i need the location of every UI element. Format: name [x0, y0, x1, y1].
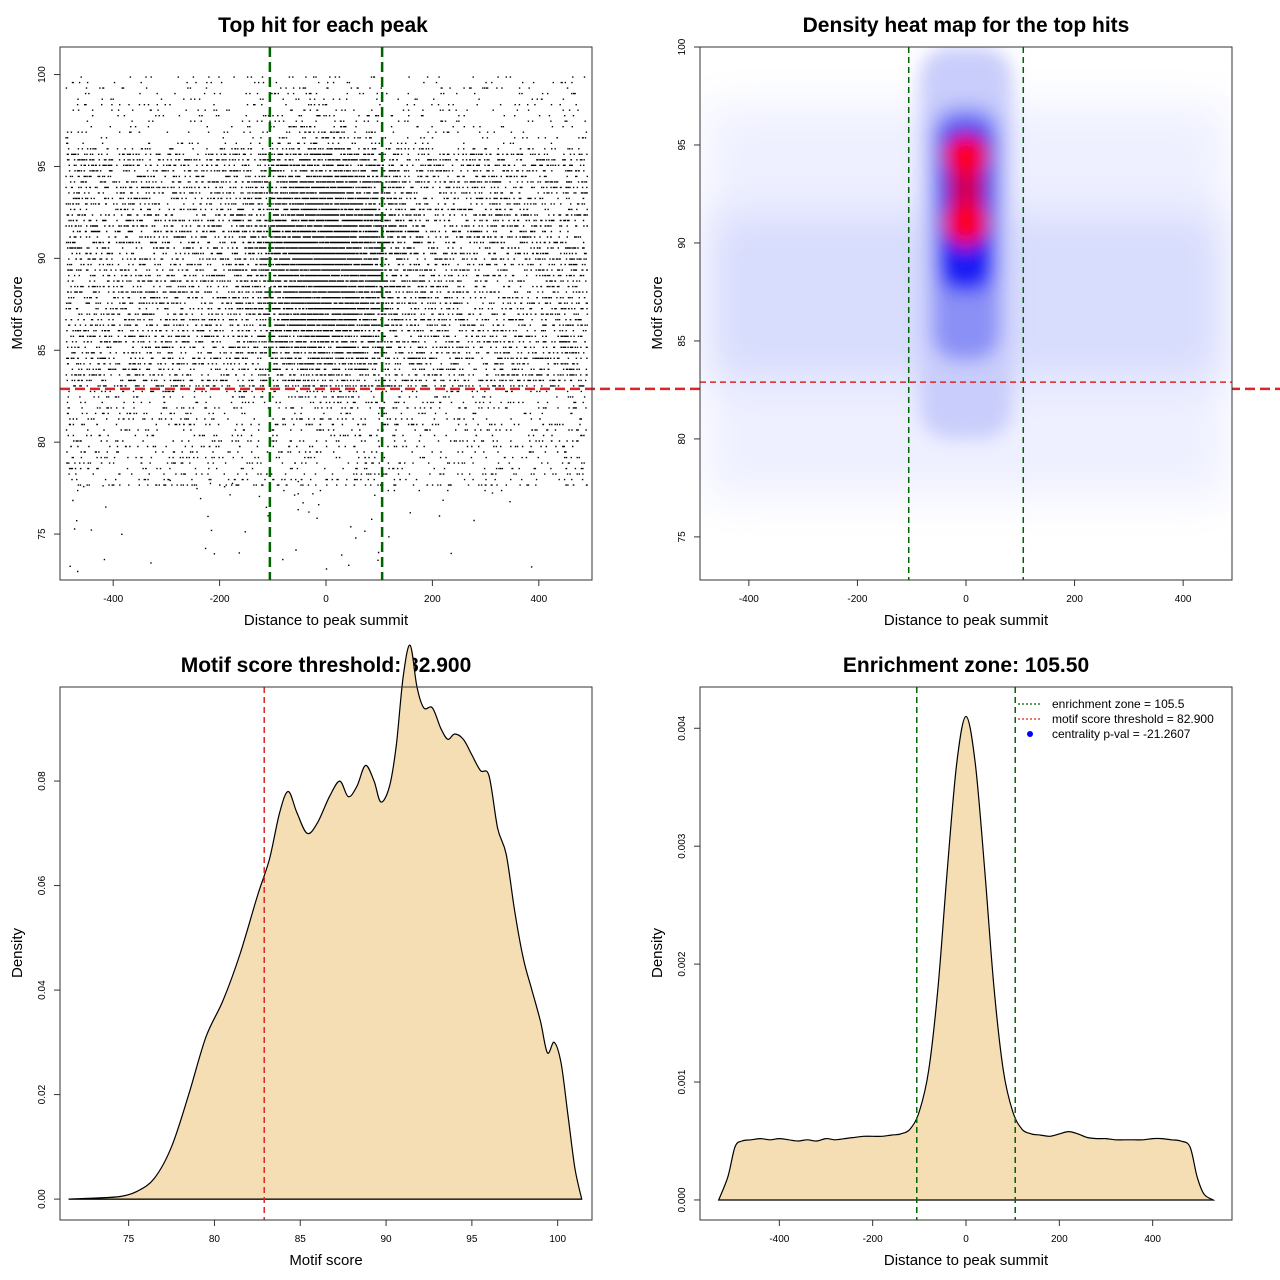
p2-xtick-label: -200	[847, 594, 867, 605]
p3-xtick-label: 90	[381, 1234, 393, 1245]
p3-ytick-label: 0.04	[37, 980, 48, 1000]
panel3-title: Motif score threshold: 82.900	[181, 654, 472, 677]
panel2-x-axis: -400 -200 0 200 400	[739, 580, 1192, 605]
panel4-y-axis: 0.000 0.001 0.002 0.003 0.004	[677, 715, 700, 1212]
p4-ytick-label: 0.002	[677, 951, 688, 976]
panel1-points	[65, 76, 589, 573]
panel2-y-axis: 75 80 85 90 95 100	[677, 38, 700, 542]
p2-ytick-label: 75	[677, 531, 688, 543]
panel4-title: Enrichment zone: 105.50	[843, 654, 1089, 677]
panel1-point-cloud	[65, 76, 589, 573]
p1-xtick-label: -200	[210, 594, 230, 605]
p4-xtick-label: 200	[1051, 1234, 1068, 1245]
p2-ytick-label: 95	[677, 139, 688, 151]
p1-ytick-label: 85	[37, 344, 48, 356]
panel1-y-axis: 75 80 85 90 95 100	[37, 66, 60, 540]
panel3-density-area	[68, 644, 583, 1200]
p2-ytick-label: 85	[677, 335, 688, 347]
legend-centrality-label: centrality p-val = -21.2607	[1052, 727, 1191, 741]
p2-xtick-label: 200	[1066, 594, 1083, 605]
p4-ytick-label: 0.003	[677, 833, 688, 858]
p1-xtick-label: 200	[424, 594, 441, 605]
p2-ytick-label: 80	[677, 433, 688, 445]
panel2-heat-layers	[700, 47, 1232, 580]
p2-xtick-label: -400	[739, 594, 759, 605]
panel-distance-density: Enrichment zone: 105.50 -400 -200 0 200 400 …	[649, 654, 1233, 1269]
legend-centrality-dot	[1027, 731, 1033, 737]
panel2-y-label: Motif score	[649, 276, 666, 349]
p1-ytick-label: 95	[37, 160, 48, 172]
p3-xtick-label: 75	[123, 1234, 135, 1245]
panel1-y-label: Motif score	[9, 276, 26, 349]
p2-xtick-label: 400	[1175, 594, 1192, 605]
p4-ytick-label: 0.004	[677, 715, 688, 740]
p1-xtick-label: 0	[323, 594, 329, 605]
panel1-title: Top hit for each peak	[218, 14, 428, 37]
panel2-title: Density heat map for the top hits	[803, 14, 1130, 37]
legend-enrichment-label: enrichment zone = 105.5	[1052, 697, 1185, 711]
p2-ytick-label: 90	[677, 237, 688, 249]
panel3-x-label: Motif score	[289, 1252, 362, 1269]
panel3-y-axis: 0.00 0.02 0.04 0.06 0.08	[37, 771, 60, 1209]
p2-ytick-label: 100	[677, 38, 688, 55]
p4-xtick-label: -200	[863, 1234, 883, 1245]
p3-ytick-label: 0.00	[37, 1189, 48, 1209]
p1-xtick-label: -400	[103, 594, 123, 605]
panel3-y-label: Density	[9, 927, 26, 978]
p1-xtick-label: 400	[530, 594, 547, 605]
panel1-x-axis: -400 -200 0 200 400	[103, 580, 548, 605]
p3-ytick-label: 0.08	[37, 771, 48, 791]
p4-xtick-label: -400	[769, 1234, 789, 1245]
p4-xtick-label: 0	[963, 1234, 969, 1245]
p3-ytick-label: 0.06	[37, 875, 48, 895]
p4-ytick-label: 0.001	[677, 1069, 688, 1094]
panel4-y-label: Density	[649, 927, 666, 978]
panel4-x-label: Distance to peak summit	[884, 1252, 1049, 1269]
panel3-x-axis: 75 80 85 90 95 100	[123, 1220, 566, 1245]
p1-ytick-label: 100	[37, 66, 48, 83]
panel4-x-axis: -400 -200 0 200 400	[769, 1220, 1161, 1245]
panel2-x-label: Distance to peak summit	[884, 612, 1049, 629]
panel2-hotspot	[944, 203, 988, 244]
legend-threshold-label: motif score threshold = 82.900	[1052, 712, 1214, 726]
p3-xtick-label: 85	[295, 1234, 307, 1245]
panel2-column	[919, 47, 1013, 439]
p2-xtick-label: 0	[963, 594, 969, 605]
panel4-legend: enrichment zone = 105.5 motif score thre…	[1018, 697, 1214, 741]
panel-top-hit-scatter: Top hit for each peak -400 -200 0 200 400 75…	[9, 14, 1280, 629]
p1-ytick-label: 80	[37, 436, 48, 448]
panel-density-heatmap: Density heat map for the top hits -400 -2…	[649, 14, 1233, 629]
p3-xtick-label: 95	[466, 1234, 478, 1245]
p1-ytick-label: 75	[37, 528, 48, 540]
p1-ytick-label: 90	[37, 252, 48, 264]
panel1-x-label: Distance to peak summit	[244, 612, 409, 629]
p4-xtick-label: 400	[1144, 1234, 1161, 1245]
p3-xtick-label: 100	[549, 1234, 566, 1245]
panel3-plot-box	[59, 686, 593, 1221]
p4-ytick-label: 0.000	[677, 1187, 688, 1212]
p3-xtick-label: 80	[209, 1234, 221, 1245]
panel-motif-score-density: Motif score threshold: 82.900 75 80 85 90 95…	[9, 644, 593, 1269]
panel2-hotspot	[944, 134, 988, 175]
panel4-density-area	[717, 715, 1216, 1201]
p3-ytick-label: 0.02	[37, 1084, 48, 1104]
